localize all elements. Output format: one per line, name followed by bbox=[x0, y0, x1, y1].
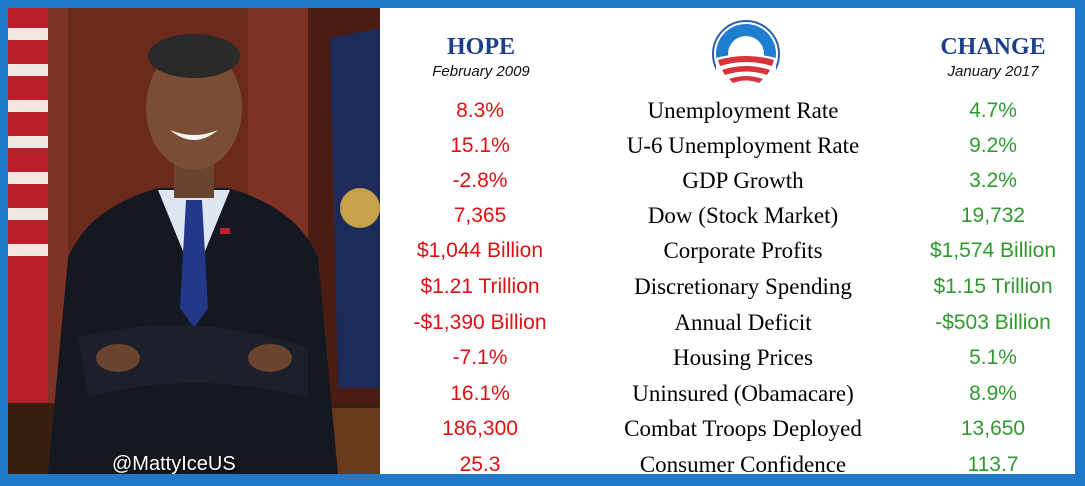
old-value: 25.3 bbox=[459, 453, 501, 476]
portrait-illustration bbox=[8, 8, 380, 474]
old-value: 16.1% bbox=[450, 382, 510, 405]
change-header: CHANGE January 2017 bbox=[913, 34, 1073, 80]
new-value: 9.2% bbox=[969, 134, 1017, 157]
old-value: 186,300 bbox=[442, 417, 518, 440]
new-value: 8.9% bbox=[969, 382, 1017, 405]
hope-date: February 2009 bbox=[432, 63, 530, 80]
old-value: 15.1% bbox=[450, 134, 510, 157]
metric-label: Housing Prices bbox=[673, 345, 813, 370]
old-value: -$1,390 Billion bbox=[413, 311, 547, 334]
table-row: 8.3% Unemployment Rate 4.7% bbox=[8, 94, 1075, 128]
table-row: 15.1% U-6 Unemployment Rate 9.2% bbox=[8, 129, 1075, 163]
old-value: -7.1% bbox=[452, 346, 508, 369]
new-value: -$503 Billion bbox=[935, 311, 1051, 334]
table-row: -$1,390 Billion Annual Deficit -$503 Bil… bbox=[8, 306, 1075, 340]
table-row: 16.1% Uninsured (Obamacare) 8.9% bbox=[8, 377, 1075, 411]
new-value: 5.1% bbox=[969, 346, 1017, 369]
twitter-handle: @MattyIceUS bbox=[112, 453, 236, 474]
new-value: 13,650 bbox=[960, 417, 1026, 440]
metric-label: Consumer Confidence bbox=[639, 452, 847, 477]
metric-label: Discretionary Spending bbox=[634, 274, 852, 299]
portrait-photo: @MattyIceUS bbox=[8, 8, 380, 474]
new-value: $1.15 Trillion bbox=[933, 275, 1053, 298]
metric-label: Uninsured (Obamacare) bbox=[632, 381, 854, 406]
hope-title: HOPE bbox=[446, 34, 515, 60]
table-row: $1,044 Billion Corporate Profits $1,574 … bbox=[8, 234, 1075, 268]
old-value: $1.21 Trillion bbox=[420, 275, 540, 298]
new-value: 19,732 bbox=[960, 204, 1026, 227]
old-value: 8.3% bbox=[456, 99, 504, 122]
change-date: January 2017 bbox=[947, 63, 1039, 80]
new-value: 3.2% bbox=[969, 169, 1017, 192]
table-row: 25.3 Consumer Confidence 113.7 bbox=[8, 448, 1075, 482]
metric-label: Unemployment Rate bbox=[647, 98, 839, 123]
metric-label: Corporate Profits bbox=[663, 238, 823, 263]
metric-label: Dow (Stock Market) bbox=[647, 203, 839, 228]
old-value: 7,365 bbox=[453, 204, 507, 227]
table-row: 7,365 Dow (Stock Market) 19,732 bbox=[8, 199, 1075, 233]
metric-label: Annual Deficit bbox=[674, 310, 812, 335]
old-value: $1,044 Billion bbox=[416, 239, 544, 262]
old-value: -2.8% bbox=[452, 169, 508, 192]
new-value: $1,574 Billion bbox=[929, 239, 1057, 262]
infographic-frame: @MattyIceUS HOPE February 2009 CHANGE Ja… bbox=[8, 8, 1075, 477]
table-row: $1.21 Trillion Discretionary Spending $1… bbox=[8, 270, 1075, 304]
metric-label: GDP Growth bbox=[682, 168, 804, 193]
new-value: 4.7% bbox=[969, 99, 1017, 122]
new-value: 113.7 bbox=[967, 453, 1019, 476]
change-title: CHANGE bbox=[940, 34, 1046, 60]
table-row: -7.1% Housing Prices 5.1% bbox=[8, 341, 1075, 375]
metric-label: Combat Troops Deployed bbox=[624, 416, 862, 441]
campaign-logo bbox=[712, 20, 780, 88]
metric-label: U-6 Unemployment Rate bbox=[626, 133, 860, 158]
table-row: -2.8% GDP Growth 3.2% bbox=[8, 164, 1075, 198]
table-row: 186,300 Combat Troops Deployed 13,650 bbox=[8, 412, 1075, 446]
hope-header: HOPE February 2009 bbox=[401, 34, 561, 80]
